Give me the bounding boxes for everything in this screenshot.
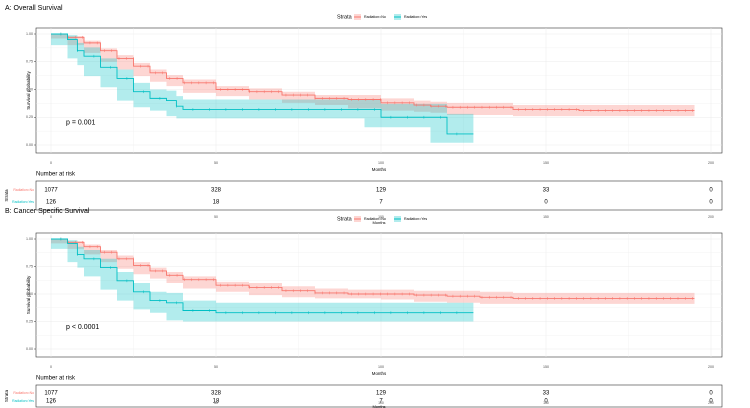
survival-curve-yes bbox=[51, 238, 474, 314]
y-tick-label: 0.00 bbox=[26, 347, 33, 351]
censor-marks bbox=[60, 32, 458, 136]
legend: Strata Radiation=No Radiation=Yes bbox=[337, 216, 427, 222]
risk-count: 18 bbox=[213, 399, 220, 405]
risk-count: 0 bbox=[709, 399, 713, 405]
ci-band-no bbox=[51, 239, 695, 304]
x-tick-label: 150 bbox=[543, 365, 549, 369]
risk-count: 33 bbox=[543, 188, 550, 194]
x-tick-label: 0 bbox=[50, 161, 52, 165]
p-value: p = 0.001 bbox=[66, 120, 95, 127]
x-axis-label: Months bbox=[372, 371, 387, 376]
risk-table-strata-label: Strata bbox=[4, 389, 9, 402]
x-tick-label: 0 bbox=[50, 365, 52, 369]
risk-count: 7 bbox=[379, 399, 383, 405]
risk-x-axis-label: Months bbox=[372, 404, 385, 408]
risk-count: 1077 bbox=[44, 188, 58, 194]
censor-marks bbox=[60, 32, 693, 112]
y-axis-label: Survival probability bbox=[26, 71, 31, 110]
risk-x-tick-label: 100 bbox=[378, 401, 384, 405]
risk-x-tick-label: 200 bbox=[708, 401, 714, 405]
risk-count: 129 bbox=[376, 188, 387, 194]
risk-count: 328 bbox=[211, 391, 222, 397]
legend-label: Radiation=No bbox=[364, 217, 386, 221]
risk-count: 18 bbox=[213, 200, 220, 206]
risk-row-label: Radiation=Yes bbox=[12, 200, 34, 204]
risk-row-label: Radiation=Yes bbox=[12, 399, 34, 403]
y-tick-label: 1.00 bbox=[26, 237, 33, 241]
legend-label: Radiation=No bbox=[364, 15, 386, 19]
risk-table: Number at risk Strata Radiation=No 1077 328 1… bbox=[4, 172, 723, 225]
y-tick-label: 0.25 bbox=[26, 115, 33, 119]
y-tick-label: 0.25 bbox=[26, 319, 33, 323]
x-tick-label: 200 bbox=[708, 161, 714, 165]
legend-title: Strata bbox=[337, 216, 353, 222]
y-tick-label: 0.75 bbox=[26, 60, 33, 64]
risk-x-tick-label: 50 bbox=[214, 401, 218, 405]
risk-count: 0 bbox=[709, 200, 713, 206]
x-tick-label: 50 bbox=[214, 365, 218, 369]
risk-count: 126 bbox=[46, 399, 57, 405]
y-tick-label: 1.00 bbox=[26, 32, 33, 36]
survival-curve-no bbox=[51, 238, 695, 299]
risk-count: 328 bbox=[211, 188, 222, 194]
x-tick-label: 150 bbox=[543, 161, 549, 165]
risk-table: Number at risk Strata Radiation=No 1077 328 1… bbox=[4, 376, 723, 408]
risk-table-strata-label: Strata bbox=[4, 189, 9, 202]
risk-row-label: Radiation=No bbox=[13, 188, 34, 192]
panel-title: B: Cancer Specific Survival bbox=[5, 208, 90, 215]
x-tick-label: 100 bbox=[378, 365, 384, 369]
risk-table-title: Number at risk bbox=[36, 172, 76, 178]
y-tick-label: 0.75 bbox=[26, 264, 33, 268]
panel-a: A: Overall Survival Strata Radiation=No Rad… bbox=[4, 5, 723, 225]
risk-count: 7 bbox=[379, 200, 383, 206]
risk-count: 126 bbox=[46, 200, 57, 206]
legend-title: Strata bbox=[337, 14, 353, 20]
p-value: p < 0.0001 bbox=[66, 324, 99, 331]
censor-marks bbox=[60, 237, 693, 300]
x-tick-label: 100 bbox=[378, 161, 384, 165]
risk-x-tick-label: 200 bbox=[708, 215, 714, 219]
ci-band-yes bbox=[51, 34, 474, 143]
gridlines bbox=[36, 28, 722, 153]
risk-row-label: Radiation=No bbox=[13, 391, 34, 395]
risk-count: 0 bbox=[709, 188, 713, 194]
plot-panel bbox=[35, 27, 723, 154]
risk-x-tick-label: 150 bbox=[543, 401, 549, 405]
y-tick-label: 0.00 bbox=[26, 143, 33, 147]
legend-label: Radiation=Yes bbox=[404, 15, 427, 19]
censor-marks bbox=[60, 237, 458, 315]
risk-table-title: Number at risk bbox=[36, 376, 76, 382]
x-tick-label: 50 bbox=[214, 161, 218, 165]
survival-curve-yes bbox=[51, 33, 474, 135]
y-tick-label: 0.50 bbox=[26, 292, 33, 296]
risk-count: 1077 bbox=[44, 391, 58, 397]
panel-title: A: Overall Survival bbox=[5, 5, 63, 12]
risk-x-tick-label: 100 bbox=[378, 215, 384, 219]
x-axis-label: Months bbox=[372, 167, 387, 172]
risk-x-tick-label: 0 bbox=[50, 215, 52, 219]
risk-x-tick-label: 50 bbox=[214, 215, 218, 219]
y-axis-label: Survival probability bbox=[26, 275, 31, 314]
risk-count: 129 bbox=[376, 391, 387, 397]
risk-table-panel bbox=[35, 180, 723, 211]
y-tick-label: 0.50 bbox=[26, 87, 33, 91]
risk-x-axis-label: Months bbox=[372, 220, 385, 225]
gridlines bbox=[36, 233, 722, 357]
x-tick-label: 200 bbox=[708, 365, 714, 369]
legend-label: Radiation=Yes bbox=[404, 217, 427, 221]
risk-count: 0 bbox=[709, 391, 713, 397]
legend: Strata Radiation=No Radiation=Yes bbox=[337, 14, 427, 20]
risk-count: 0 bbox=[544, 399, 548, 405]
risk-x-tick-label: 0 bbox=[50, 401, 52, 405]
risk-x-tick-label: 150 bbox=[543, 215, 549, 219]
risk-count: 0 bbox=[544, 200, 548, 206]
risk-count: 33 bbox=[543, 391, 550, 397]
risk-table-panel bbox=[35, 384, 723, 408]
